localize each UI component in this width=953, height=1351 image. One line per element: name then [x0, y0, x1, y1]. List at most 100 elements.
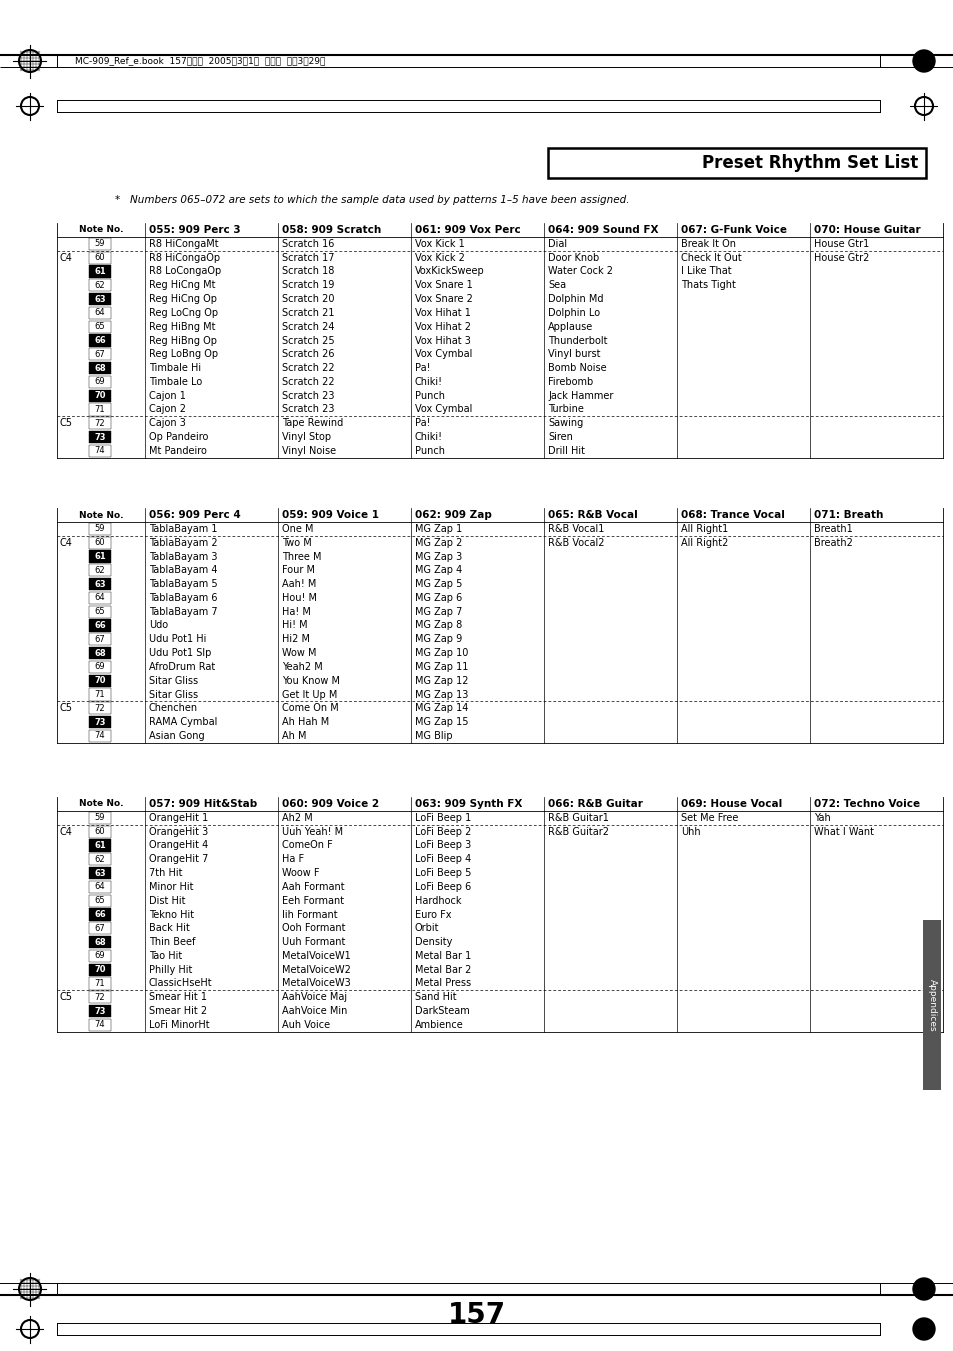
- Bar: [89, 716, 111, 728]
- Text: MG Zap 6: MG Zap 6: [415, 593, 462, 603]
- Bar: [89, 592, 111, 604]
- Text: Scratch 18: Scratch 18: [282, 266, 334, 277]
- Bar: [89, 852, 111, 866]
- Text: You Know M: You Know M: [282, 676, 339, 686]
- Text: Scratch 23: Scratch 23: [282, 390, 335, 401]
- Text: Sand Hit: Sand Hit: [415, 992, 456, 1002]
- Bar: [89, 550, 111, 562]
- Text: Turbine: Turbine: [547, 404, 583, 415]
- Text: MG Zap 10: MG Zap 10: [415, 648, 468, 658]
- Text: C4: C4: [60, 827, 72, 836]
- Text: 74: 74: [94, 731, 105, 740]
- Text: 60: 60: [94, 538, 105, 547]
- Text: 59: 59: [94, 813, 105, 823]
- Bar: [89, 839, 111, 851]
- Text: DarkSteam: DarkSteam: [415, 1006, 469, 1016]
- Text: Ah M: Ah M: [282, 731, 306, 740]
- Text: Check It Out: Check It Out: [680, 253, 741, 262]
- Bar: [89, 992, 111, 1004]
- Bar: [89, 703, 111, 715]
- Text: MG Zap 9: MG Zap 9: [415, 635, 462, 644]
- Text: 62: 62: [94, 855, 105, 863]
- Text: Drill Hit: Drill Hit: [547, 446, 584, 455]
- Text: Reg HiBng Mt: Reg HiBng Mt: [149, 322, 215, 332]
- Text: Cajon 3: Cajon 3: [149, 419, 186, 428]
- Text: Ah Hah M: Ah Hah M: [282, 717, 329, 727]
- Text: 067: G-Funk Voice: 067: G-Funk Voice: [680, 226, 786, 235]
- Text: TablaBayam 4: TablaBayam 4: [149, 565, 217, 576]
- Text: 66: 66: [94, 911, 106, 919]
- Text: Scratch 25: Scratch 25: [282, 335, 335, 346]
- Text: Aah Formant: Aah Formant: [282, 882, 344, 892]
- Text: Thin Beef: Thin Beef: [149, 938, 195, 947]
- Text: Scratch 23: Scratch 23: [282, 404, 335, 415]
- Text: Vox Snare 1: Vox Snare 1: [415, 280, 473, 290]
- Text: 61: 61: [94, 267, 106, 276]
- Text: Preset Rhythm Set List: Preset Rhythm Set List: [701, 154, 917, 172]
- Text: Vox Hihat 3: Vox Hihat 3: [415, 335, 471, 346]
- Text: Vox Kick 1: Vox Kick 1: [415, 239, 464, 249]
- Text: All Right2: All Right2: [680, 538, 727, 547]
- Text: 056: 909 Perc 4: 056: 909 Perc 4: [149, 509, 240, 520]
- Text: 060: 909 Voice 2: 060: 909 Voice 2: [282, 798, 378, 809]
- Text: Uuh Yeah! M: Uuh Yeah! M: [282, 827, 343, 836]
- Text: R&B Guitar2: R&B Guitar2: [547, 827, 608, 836]
- Text: 61: 61: [94, 553, 106, 561]
- Text: Dial: Dial: [547, 239, 566, 249]
- Text: LoFi Beep 4: LoFi Beep 4: [415, 854, 471, 865]
- Text: 71: 71: [94, 690, 105, 698]
- Text: Scratch 24: Scratch 24: [282, 322, 335, 332]
- Text: MG Zap 14: MG Zap 14: [415, 704, 468, 713]
- Text: LoFi Beep 6: LoFi Beep 6: [415, 882, 471, 892]
- Text: C4: C4: [60, 538, 72, 547]
- Text: Tape Rewind: Tape Rewind: [282, 419, 343, 428]
- Text: Vox Cymbal: Vox Cymbal: [415, 404, 472, 415]
- Text: TablaBayam 1: TablaBayam 1: [149, 524, 217, 534]
- Text: MG Zap 3: MG Zap 3: [415, 551, 462, 562]
- Text: MG Zap 11: MG Zap 11: [415, 662, 468, 671]
- Circle shape: [912, 1319, 934, 1340]
- Text: Ambience: Ambience: [415, 1020, 463, 1029]
- Bar: [89, 634, 111, 646]
- Text: Ah2 M: Ah2 M: [282, 813, 313, 823]
- Text: OrangeHit 4: OrangeHit 4: [149, 840, 208, 851]
- Bar: [89, 578, 111, 590]
- Text: Tao Hit: Tao Hit: [149, 951, 182, 961]
- Text: R&B Vocal1: R&B Vocal1: [547, 524, 604, 534]
- Bar: [89, 689, 111, 701]
- Text: 065: R&B Vocal: 065: R&B Vocal: [547, 509, 638, 520]
- Bar: [89, 647, 111, 659]
- Text: MG Zap 15: MG Zap 15: [415, 717, 468, 727]
- Text: Uuh Formant: Uuh Formant: [282, 938, 345, 947]
- Text: Reg HiCng Op: Reg HiCng Op: [149, 295, 216, 304]
- Text: 64: 64: [94, 882, 105, 892]
- Text: MG Zap 13: MG Zap 13: [415, 689, 468, 700]
- Text: 72: 72: [94, 704, 105, 713]
- Text: 069: House Vocal: 069: House Vocal: [680, 798, 781, 809]
- Text: MG Zap 4: MG Zap 4: [415, 565, 462, 576]
- Text: Applause: Applause: [547, 322, 593, 332]
- Text: 69: 69: [94, 377, 105, 386]
- Bar: [89, 565, 111, 577]
- Text: MG Zap 7: MG Zap 7: [415, 607, 462, 616]
- Text: Dolphin Md: Dolphin Md: [547, 295, 603, 304]
- Text: Note No.: Note No.: [79, 800, 123, 808]
- Text: MetalVoiceW1: MetalVoiceW1: [282, 951, 351, 961]
- Text: 064: 909 Sound FX: 064: 909 Sound FX: [547, 226, 658, 235]
- Text: Metal Bar 1: Metal Bar 1: [415, 951, 471, 961]
- Text: 059: 909 Voice 1: 059: 909 Voice 1: [282, 509, 378, 520]
- Text: Dist Hit: Dist Hit: [149, 896, 185, 905]
- Text: House Gtr1: House Gtr1: [813, 239, 868, 249]
- Text: 59: 59: [94, 524, 105, 534]
- Text: Scratch 26: Scratch 26: [282, 350, 335, 359]
- Text: House Gtr2: House Gtr2: [813, 253, 868, 262]
- Bar: [89, 730, 111, 742]
- Text: 69: 69: [94, 662, 105, 671]
- Text: 70: 70: [94, 965, 106, 974]
- Text: 60: 60: [94, 827, 105, 836]
- Text: 66: 66: [94, 336, 106, 345]
- Text: Iih Formant: Iih Formant: [282, 909, 337, 920]
- Text: Three M: Three M: [282, 551, 321, 562]
- Text: Vinyl Stop: Vinyl Stop: [282, 432, 331, 442]
- Text: Density: Density: [415, 938, 452, 947]
